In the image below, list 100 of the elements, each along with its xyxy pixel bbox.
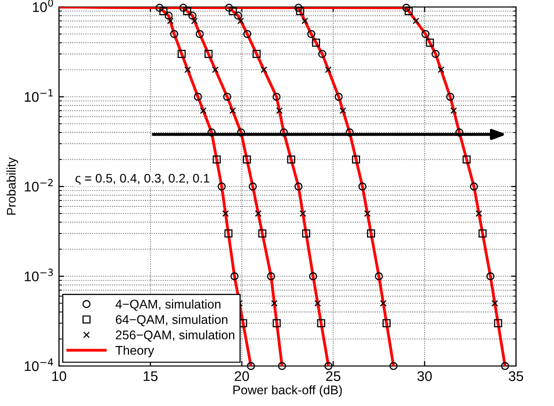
point	[191, 18, 198, 24]
point	[229, 107, 236, 114]
point	[312, 38, 320, 47]
point	[491, 300, 498, 307]
point	[486, 272, 494, 280]
point	[218, 182, 226, 191]
point	[307, 30, 316, 38]
point	[246, 362, 255, 370]
point	[178, 50, 186, 58]
point	[324, 66, 332, 74]
point	[317, 319, 326, 328]
annotation: ς = 0.5, 0.4, 0.3, 0.2, 0.1	[76, 174, 210, 185]
point	[494, 319, 502, 328]
point	[272, 319, 281, 328]
point	[501, 362, 510, 370]
y-tick-label: 10$^{−3}$	[24, 268, 53, 282]
point	[164, 12, 173, 20]
x-axis-title: Power back-off (dB)	[233, 385, 342, 397]
point	[224, 4, 234, 12]
point	[367, 229, 376, 238]
y-tick-label: 10$^{−2}$	[24, 178, 53, 192]
legend-label: Theory	[116, 346, 154, 358]
point	[380, 300, 387, 307]
point	[421, 30, 430, 38]
point	[252, 50, 261, 58]
point	[196, 30, 204, 38]
point	[228, 7, 237, 16]
point	[234, 12, 242, 20]
x-tick-label: 20	[234, 371, 249, 382]
legend-label: 4−QAM, simulation	[116, 299, 220, 311]
point	[432, 50, 440, 58]
point	[272, 92, 281, 101]
point	[364, 210, 371, 217]
point	[382, 319, 391, 328]
point	[278, 362, 286, 370]
point	[470, 182, 478, 191]
x-tick-label: 10	[52, 371, 66, 382]
point	[340, 107, 346, 114]
point	[276, 107, 283, 114]
y-tick-label: 10$^{−4}$	[24, 358, 54, 372]
point	[358, 182, 366, 191]
point	[314, 300, 321, 307]
legend-label: 256−QAM, simulation	[116, 330, 234, 342]
point	[271, 300, 278, 307]
y-tick-label: 10$^{−1}$	[24, 89, 53, 102]
point	[462, 155, 471, 164]
point	[426, 38, 434, 47]
point	[156, 4, 164, 12]
point	[212, 155, 221, 164]
point	[294, 182, 302, 191]
x-tick-label: 15	[144, 371, 158, 382]
point	[267, 272, 276, 280]
point	[412, 18, 420, 24]
point	[438, 66, 444, 74]
y-axis-title: Probability	[6, 157, 18, 215]
point	[294, 4, 302, 12]
point	[159, 7, 168, 16]
point	[309, 272, 318, 280]
point	[404, 7, 413, 16]
point	[194, 92, 202, 101]
point	[324, 362, 332, 370]
point	[374, 272, 383, 280]
point	[402, 4, 410, 12]
point	[224, 229, 232, 238]
point	[230, 272, 239, 280]
x-tick-label: 35	[508, 371, 524, 382]
point	[212, 66, 219, 74]
point	[237, 18, 244, 24]
point	[296, 7, 304, 16]
point	[352, 155, 360, 164]
point	[450, 107, 457, 114]
point	[300, 210, 306, 217]
point	[248, 182, 257, 191]
point	[183, 7, 192, 16]
point	[184, 66, 192, 74]
point	[318, 50, 326, 58]
x-tick-label: 30	[417, 371, 432, 382]
point	[242, 155, 251, 164]
point	[389, 362, 398, 370]
point	[179, 4, 188, 12]
point	[478, 229, 487, 238]
point	[446, 92, 454, 101]
point	[188, 12, 196, 20]
point	[166, 18, 174, 24]
point	[223, 92, 232, 101]
point	[260, 66, 268, 74]
point	[254, 210, 262, 217]
x-tick-label: 25	[326, 371, 340, 382]
point	[222, 210, 229, 217]
point	[302, 229, 310, 238]
point	[200, 107, 207, 114]
legend-label: 64−QAM, simulation	[116, 314, 228, 326]
point	[204, 50, 213, 58]
point	[302, 18, 308, 24]
point	[334, 92, 343, 101]
point	[243, 30, 252, 38]
point	[287, 155, 296, 164]
point	[476, 210, 482, 217]
point	[170, 30, 178, 38]
point	[258, 229, 266, 238]
